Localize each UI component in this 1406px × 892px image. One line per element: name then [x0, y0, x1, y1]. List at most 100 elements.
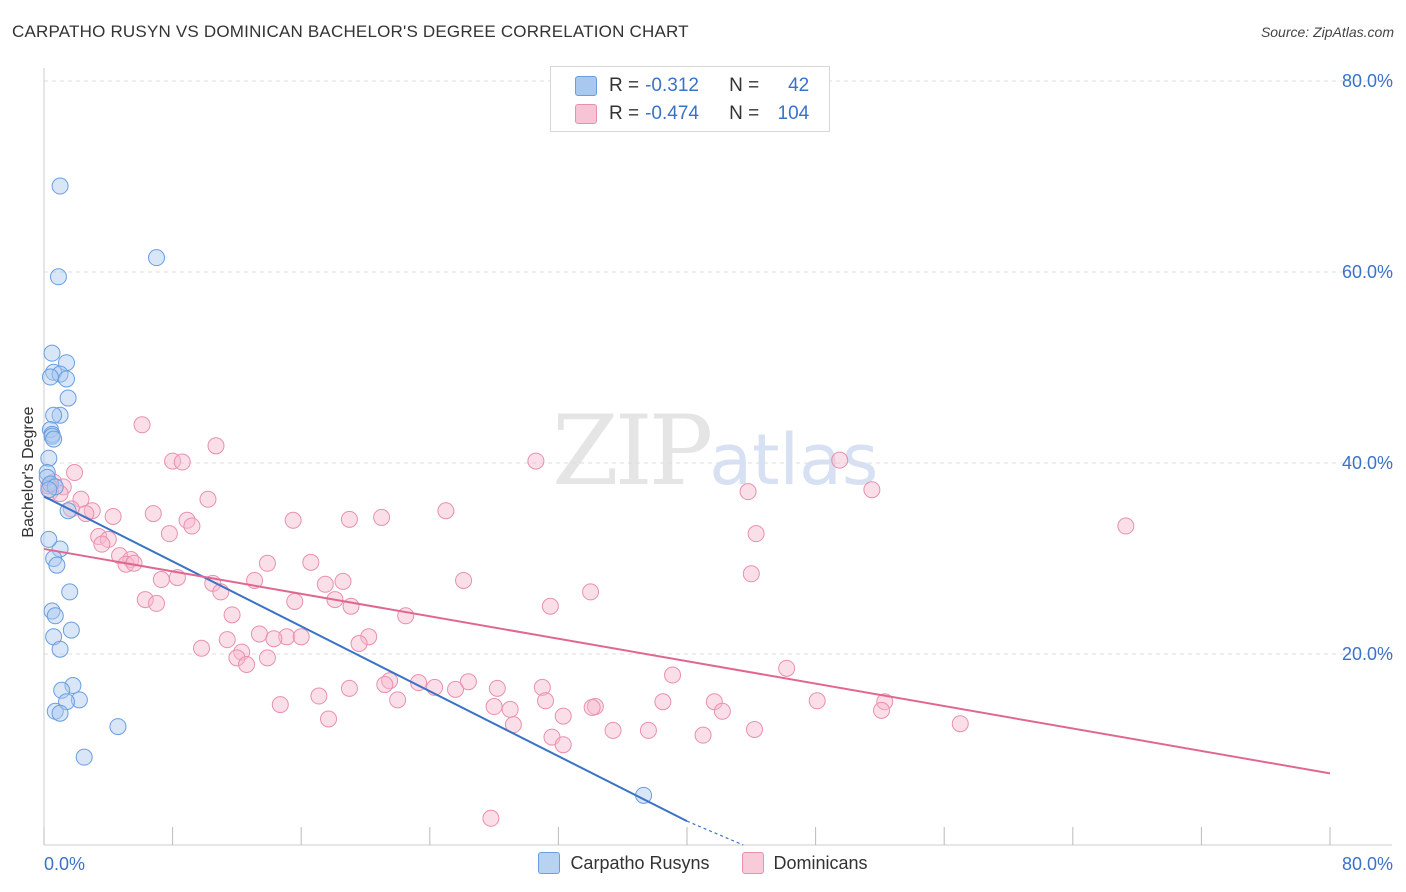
- dominican-point: [148, 594, 166, 612]
- legend-n-label: N =: [729, 75, 760, 96]
- dominican-point: [183, 517, 201, 535]
- watermark: ZIPatlas: [552, 395, 878, 507]
- dominican-point: [778, 659, 796, 677]
- legend-label: Dominicans: [773, 852, 868, 873]
- legend-swatch-blue: [538, 852, 561, 874]
- dominican-point: [173, 453, 191, 471]
- carpatho-rusyn-point: [43, 427, 61, 445]
- dominican-point: [459, 673, 477, 691]
- carpatho-rusyn-point: [38, 464, 56, 482]
- dominican-point: [1117, 517, 1135, 535]
- dominican-point: [228, 649, 246, 667]
- dominican-point: [316, 575, 334, 593]
- legend-item-dominicans[interactable]: Dominicans: [741, 852, 868, 874]
- dominican-point: [360, 628, 378, 646]
- dominican-point: [554, 736, 572, 754]
- dominican-point: [340, 510, 358, 528]
- carpatho-rusyn-point: [41, 368, 59, 386]
- carpatho-rusyns-points: [38, 177, 653, 804]
- dominican-point: [876, 693, 894, 711]
- dominican-point: [265, 630, 283, 648]
- x-tick-label: 0.0%: [44, 854, 85, 874]
- carpatho-rusyn-point: [61, 583, 79, 601]
- dominican-point: [160, 525, 178, 543]
- dominican-point: [178, 511, 196, 529]
- legend-n-value: 42: [788, 75, 810, 96]
- dominican-point: [340, 679, 358, 697]
- carpatho-rusyn-trend-line-extension: [686, 820, 744, 846]
- dominican-point: [133, 416, 151, 434]
- legend-swatch-pink: [575, 104, 597, 124]
- y-tick-label: 20.0%: [1342, 644, 1393, 664]
- dominican-point: [583, 698, 601, 716]
- dominican-point: [455, 571, 473, 589]
- dominican-point: [238, 656, 256, 674]
- dominican-point: [286, 592, 304, 610]
- dominican-point: [482, 809, 500, 827]
- dominican-point: [258, 554, 276, 572]
- carpatho-rusyn-point: [43, 602, 61, 620]
- carpatho-rusyn-point: [40, 530, 58, 548]
- dominican-trend-line: [43, 547, 1331, 775]
- dominican-point: [533, 678, 551, 696]
- dominican-point: [218, 631, 236, 649]
- dominican-point: [582, 583, 600, 601]
- dominican-point: [334, 572, 352, 590]
- dominican-point: [488, 679, 506, 697]
- carpatho-rusyn-point: [59, 389, 77, 407]
- carpatho-rusyn-point: [58, 370, 76, 388]
- dominican-point: [739, 483, 757, 501]
- x-tick-label: 80.0%: [1342, 854, 1393, 874]
- dominican-point: [373, 508, 391, 526]
- trend-lines: [43, 495, 1331, 846]
- carpatho-rusyn-point: [75, 748, 93, 766]
- dominican-point: [152, 571, 170, 589]
- carpatho-rusyn-point: [45, 406, 63, 424]
- legend-item-carpatho-rusyns[interactable]: Carpatho Rusyns: [538, 852, 710, 874]
- dominican-point: [271, 696, 289, 714]
- legend-swatch-pink: [741, 852, 764, 874]
- dominican-point: [831, 451, 849, 469]
- y-tick-label: 80.0%: [1342, 71, 1393, 91]
- dominican-point: [136, 591, 154, 609]
- carpatho-rusyn-point: [64, 677, 82, 695]
- carpatho-rusyn-point: [51, 177, 69, 195]
- dominican-point: [376, 676, 394, 694]
- carpatho-rusyn-point: [51, 640, 69, 658]
- dominican-point: [223, 606, 241, 624]
- dominican-point: [654, 693, 672, 711]
- dominican-point: [292, 628, 310, 646]
- tick-labels: 20.0% 40.0% 60.0% 80.0% 0.0% 80.0% Bachelor's …: [20, 71, 1393, 874]
- dominican-point: [664, 666, 682, 684]
- dominican-point: [501, 700, 519, 718]
- dominican-point: [199, 490, 217, 508]
- carpatho-rusyn-point: [46, 607, 64, 625]
- carpatho-rusyn-point: [51, 704, 69, 722]
- carpatho-rusyn-point: [41, 475, 59, 493]
- legend-n-label: N =: [729, 103, 760, 124]
- source-label: Source: ZipAtlas.com: [1260, 24, 1394, 40]
- dominican-point: [746, 720, 764, 738]
- dominican-point: [111, 547, 129, 565]
- legend-n-value: 104: [777, 103, 810, 124]
- legend-swatch-blue: [575, 76, 597, 96]
- legend-row-dominicans: R = -0.474 N = 104: [575, 101, 809, 127]
- carpatho-rusyn-point: [49, 268, 67, 286]
- dominican-point: [541, 597, 559, 615]
- dominican-point: [193, 639, 211, 657]
- dominican-point: [258, 649, 276, 667]
- dominican-point: [742, 565, 760, 583]
- carpatho-rusyn-point: [70, 691, 88, 709]
- y-tick-label: 40.0%: [1342, 453, 1393, 473]
- dominican-point: [144, 505, 162, 523]
- legend-label: Carpatho Rusyns: [570, 852, 710, 873]
- dominican-point: [713, 702, 731, 720]
- dominican-point: [527, 452, 545, 470]
- dominican-point: [310, 687, 328, 705]
- y-axis-label: Bachelor's Degree: [20, 406, 37, 537]
- dominican-point: [389, 691, 407, 709]
- dominican-point: [104, 507, 122, 525]
- dominican-point: [320, 710, 338, 728]
- dominican-point: [93, 535, 111, 553]
